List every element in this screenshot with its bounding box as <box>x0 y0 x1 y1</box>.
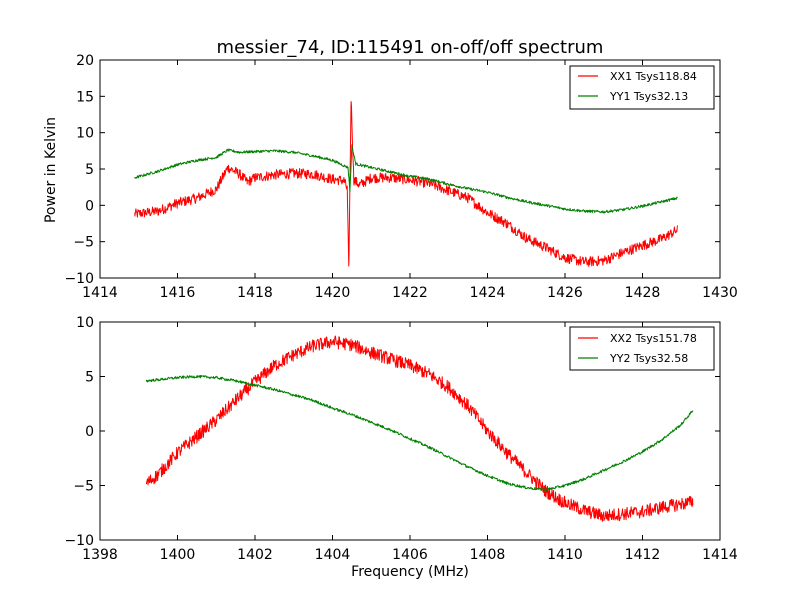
plot-frame <box>99 321 721 541</box>
legend-label-yy1: YY1 Tsys32.13 <box>609 90 688 103</box>
series-line-yy1 <box>134 144 678 214</box>
y-tick-label: −5 <box>73 479 94 495</box>
x-tick-label: 1414 <box>82 285 118 301</box>
series-layer <box>134 101 678 267</box>
series-line-xx2 <box>146 335 694 522</box>
tick-layer: 1414 1416 1418 1420 1422 1424 1426 1428 1430 −10 −… <box>64 53 737 301</box>
tick-layer: 1398 1400 1402 1404 1406 1408 1410 1412 1414 −10 −… <box>64 315 737 563</box>
x-tick-label: 1418 <box>237 285 273 301</box>
y-tick-label: −10 <box>64 533 94 549</box>
chart-title: messier_74, ID:115491 on-off/off spectru… <box>217 37 604 58</box>
x-tick-label: 1428 <box>625 285 661 301</box>
x-tick-label: 1398 <box>82 547 118 563</box>
legend: XX2 Tsys151.78 YY2 Tsys32.58 <box>569 326 715 371</box>
x-tick-label: 1406 <box>392 547 428 563</box>
x-tick-label: 1414 <box>702 547 738 563</box>
y-tick-label: 20 <box>76 53 94 69</box>
y-tick-label: 15 <box>76 89 94 105</box>
x-tick-label: 1424 <box>470 285 506 301</box>
y-tick-label: 10 <box>76 126 94 142</box>
x-tick-label: 1430 <box>702 285 738 301</box>
x-tick-label: 1420 <box>315 285 351 301</box>
y-axis-label: Power in Kelvin <box>43 117 59 223</box>
y-tick-label: 0 <box>85 424 94 440</box>
y-tick-label: 5 <box>85 162 94 178</box>
y-tick-label: −10 <box>64 271 94 287</box>
series-line-xx1 <box>134 101 678 267</box>
x-tick-label: 1402 <box>237 547 273 563</box>
x-tick-label: 1404 <box>315 547 351 563</box>
legend-box <box>569 326 715 371</box>
y-tick-label: −5 <box>73 235 94 251</box>
x-tick-label: 1426 <box>547 285 583 301</box>
legend-label-xx2: XX2 Tsys151.78 <box>610 332 697 345</box>
series-layer <box>146 335 694 522</box>
x-tick-label: 1422 <box>392 285 428 301</box>
legend: XX1 Tsys118.84 YY1 Tsys32.13 <box>569 65 715 110</box>
bottom-panel: Frequency (MHz) 1398 1400 1402 1404 1406 1408… <box>64 315 737 580</box>
top-panel: messier_74, ID:115491 on-off/off spectru… <box>43 37 738 301</box>
legend-label-xx1: XX1 Tsys118.84 <box>610 70 697 83</box>
x-tick-label: 1412 <box>625 547 661 563</box>
x-tick-label: 1410 <box>547 547 583 563</box>
y-tick-label: 10 <box>76 315 94 331</box>
y-tick-label: 5 <box>85 370 94 386</box>
legend-box <box>569 65 715 110</box>
x-axis-label: Frequency (MHz) <box>351 564 469 580</box>
series-line-yy2 <box>146 374 694 492</box>
plot-frame <box>99 59 721 279</box>
legend-label-yy2: YY2 Tsys32.58 <box>609 352 688 365</box>
x-tick-label: 1408 <box>470 547 506 563</box>
y-tick-label: 0 <box>85 198 94 214</box>
x-tick-label: 1400 <box>160 547 196 563</box>
x-tick-label: 1416 <box>160 285 196 301</box>
